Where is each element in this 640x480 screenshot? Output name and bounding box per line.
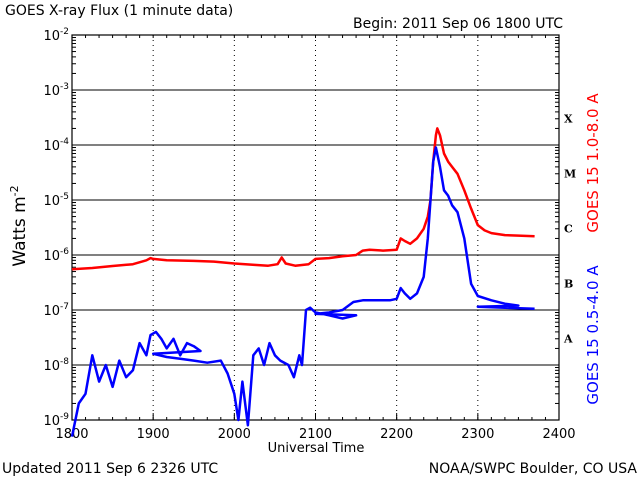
series-layer — [70, 127, 535, 437]
updated-timestamp: Updated 2011 Sep 6 2326 UTC — [2, 461, 218, 477]
y-tick-exponent: -4 — [60, 137, 69, 147]
y-tick-base: 10 — [43, 139, 60, 154]
x-tick-labels: 1800 1900 2000 2100 2200 2300 2400 — [55, 427, 575, 442]
y-tick-label: 10-3 — [43, 82, 69, 99]
x-axis-title: Universal Time — [268, 441, 365, 456]
y-tick-label: 10-4 — [43, 137, 69, 154]
x-tick-label: 2100 — [299, 427, 332, 442]
series-short-channel-line — [70, 146, 535, 437]
y-axis-title-exponent: -2 — [8, 185, 21, 196]
y-axis-title-text: Watts m — [10, 196, 30, 266]
y-tick-exponent: -7 — [60, 302, 69, 312]
series-long-channel-line — [71, 127, 535, 271]
flare-class-c: C — [564, 223, 573, 236]
y-tick-base: 10 — [43, 84, 60, 99]
y-axis-title: Watts m-2 — [8, 185, 30, 266]
grid-layer — [72, 35, 559, 420]
y-tick-label: 10-5 — [43, 192, 69, 209]
y-tick-exponent: -5 — [60, 192, 69, 202]
flare-class-labels: A B C M X — [563, 113, 576, 346]
x-tick-label: 2300 — [461, 427, 494, 442]
y-tick-label: 10-6 — [43, 247, 69, 264]
x-tick-label: 2000 — [218, 427, 251, 442]
y-tick-base: 10 — [43, 414, 60, 429]
x-tick-label: 2400 — [542, 427, 575, 442]
y-tick-exponent: -2 — [60, 27, 69, 37]
y-tick-label: 10-9 — [43, 412, 69, 429]
x-tick-label: 1900 — [137, 427, 170, 442]
y-tick-base: 10 — [43, 304, 60, 319]
y-tick-exponent: -9 — [60, 412, 69, 422]
y-tick-base: 10 — [43, 359, 60, 374]
y-tick-base: 10 — [43, 194, 60, 209]
y-tick-exponent: -6 — [60, 247, 69, 257]
y-tick-base: 10 — [43, 29, 60, 44]
legend-short-channel: GOES 15 0.5-4.0 A — [584, 265, 602, 405]
flare-class-a: A — [563, 333, 573, 346]
y-tick-exponent: -3 — [60, 82, 69, 92]
flare-class-b: B — [564, 278, 573, 291]
x-tick-label: 2200 — [380, 427, 413, 442]
y-tick-base: 10 — [43, 249, 60, 264]
flare-class-m: M — [564, 168, 576, 181]
y-tick-label: 10-8 — [43, 357, 69, 374]
y-tick-label: 10-7 — [43, 302, 69, 319]
y-tick-exponent: -8 — [60, 357, 69, 367]
begin-time-label: Begin: 2011 Sep 06 1800 UTC — [353, 16, 563, 32]
source-credit: NOAA/SWPC Boulder, CO USA — [429, 461, 638, 477]
chart-title: GOES X-ray Flux (1 minute data) — [5, 3, 233, 19]
axis-ticks — [71, 35, 560, 420]
y-tick-label: 10-2 — [43, 27, 69, 44]
flare-class-x: X — [564, 113, 573, 126]
y-tick-labels: 10-910-810-710-610-510-410-310-2 — [43, 27, 69, 429]
legend-long-channel: GOES 15 1.0-8.0 A — [584, 93, 602, 233]
